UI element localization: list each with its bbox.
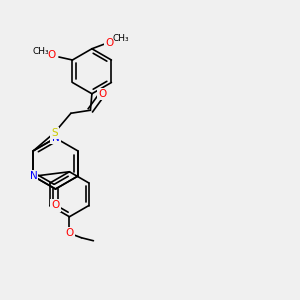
Text: S: S xyxy=(51,128,58,138)
Text: CH₃: CH₃ xyxy=(33,47,49,56)
Text: O: O xyxy=(65,228,74,238)
Text: O: O xyxy=(105,38,113,48)
Text: N: N xyxy=(29,171,37,181)
Text: O: O xyxy=(98,89,106,99)
Text: N: N xyxy=(52,133,59,143)
Text: O: O xyxy=(51,200,60,211)
Text: O: O xyxy=(47,50,56,61)
Text: CH₃: CH₃ xyxy=(112,34,129,43)
